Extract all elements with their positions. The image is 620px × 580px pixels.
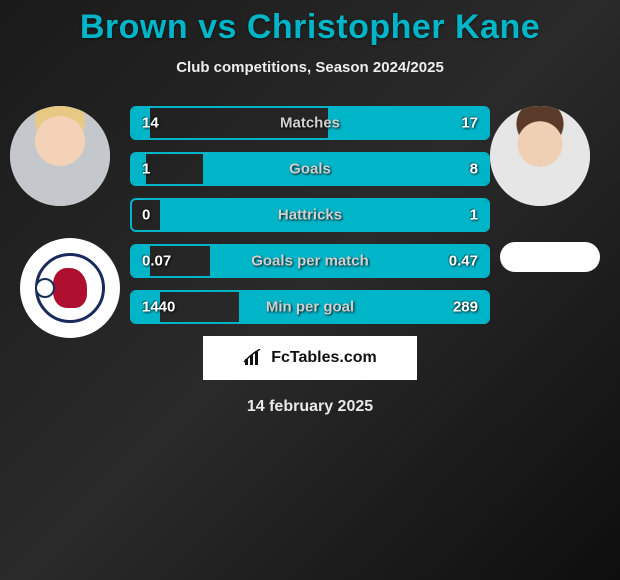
stat-value-left: 1: [142, 161, 150, 178]
stat-label: Hattricks: [278, 207, 342, 224]
stat-label: Min per goal: [266, 299, 354, 316]
stat-label: Matches: [280, 115, 340, 132]
stat-row: 0 1 Hattricks: [130, 198, 490, 232]
player-right-avatar: [490, 106, 590, 206]
club-right-badge: [500, 242, 600, 272]
stat-value-left: 0.07: [142, 253, 171, 270]
avatar-placeholder-icon: [490, 106, 590, 206]
stat-row: 14 17 Matches: [130, 106, 490, 140]
stat-value-left: 0: [142, 207, 150, 224]
club-crest-icon: [35, 253, 105, 323]
stat-value-left: 14: [142, 115, 159, 132]
stat-value-right: 289: [453, 299, 478, 316]
stat-row: 1440 289 Min per goal: [130, 290, 490, 324]
stat-value-right: 17: [461, 115, 478, 132]
header: Brown vs Christopher Kane Club competiti…: [0, 0, 620, 76]
comparison-panel: 14 17 Matches 1 8 Goals 0 1 Hattricks 0.07 0.47 Goa…: [0, 106, 620, 324]
avatar-placeholder-icon: [10, 106, 110, 206]
stat-value-right: 1: [470, 207, 478, 224]
stat-row: 0.07 0.47 Goals per match: [130, 244, 490, 278]
footer: FcTables.com 14 february 2025: [0, 336, 620, 416]
stat-value-right: 8: [470, 161, 478, 178]
page-title: Brown vs Christopher Kane: [0, 8, 620, 47]
stat-row: 1 8 Goals: [130, 152, 490, 186]
stat-value-right: 0.47: [449, 253, 478, 270]
bar-chart-icon: [243, 349, 265, 367]
date-label: 14 february 2025: [0, 398, 620, 416]
brand-label: FcTables.com: [271, 349, 377, 367]
stat-label: Goals per match: [251, 253, 369, 270]
brand-badge: FcTables.com: [203, 336, 417, 380]
club-left-badge: [20, 238, 120, 338]
player-left-avatar: [10, 106, 110, 206]
stat-label: Goals: [289, 161, 331, 178]
stat-fill-right: [203, 154, 488, 184]
page-subtitle: Club competitions, Season 2024/2025: [0, 59, 620, 76]
stat-value-left: 1440: [142, 299, 175, 316]
crest-animal-icon: [53, 268, 87, 308]
stats-list: 14 17 Matches 1 8 Goals 0 1 Hattricks 0.07 0.47 Goa…: [130, 106, 490, 324]
